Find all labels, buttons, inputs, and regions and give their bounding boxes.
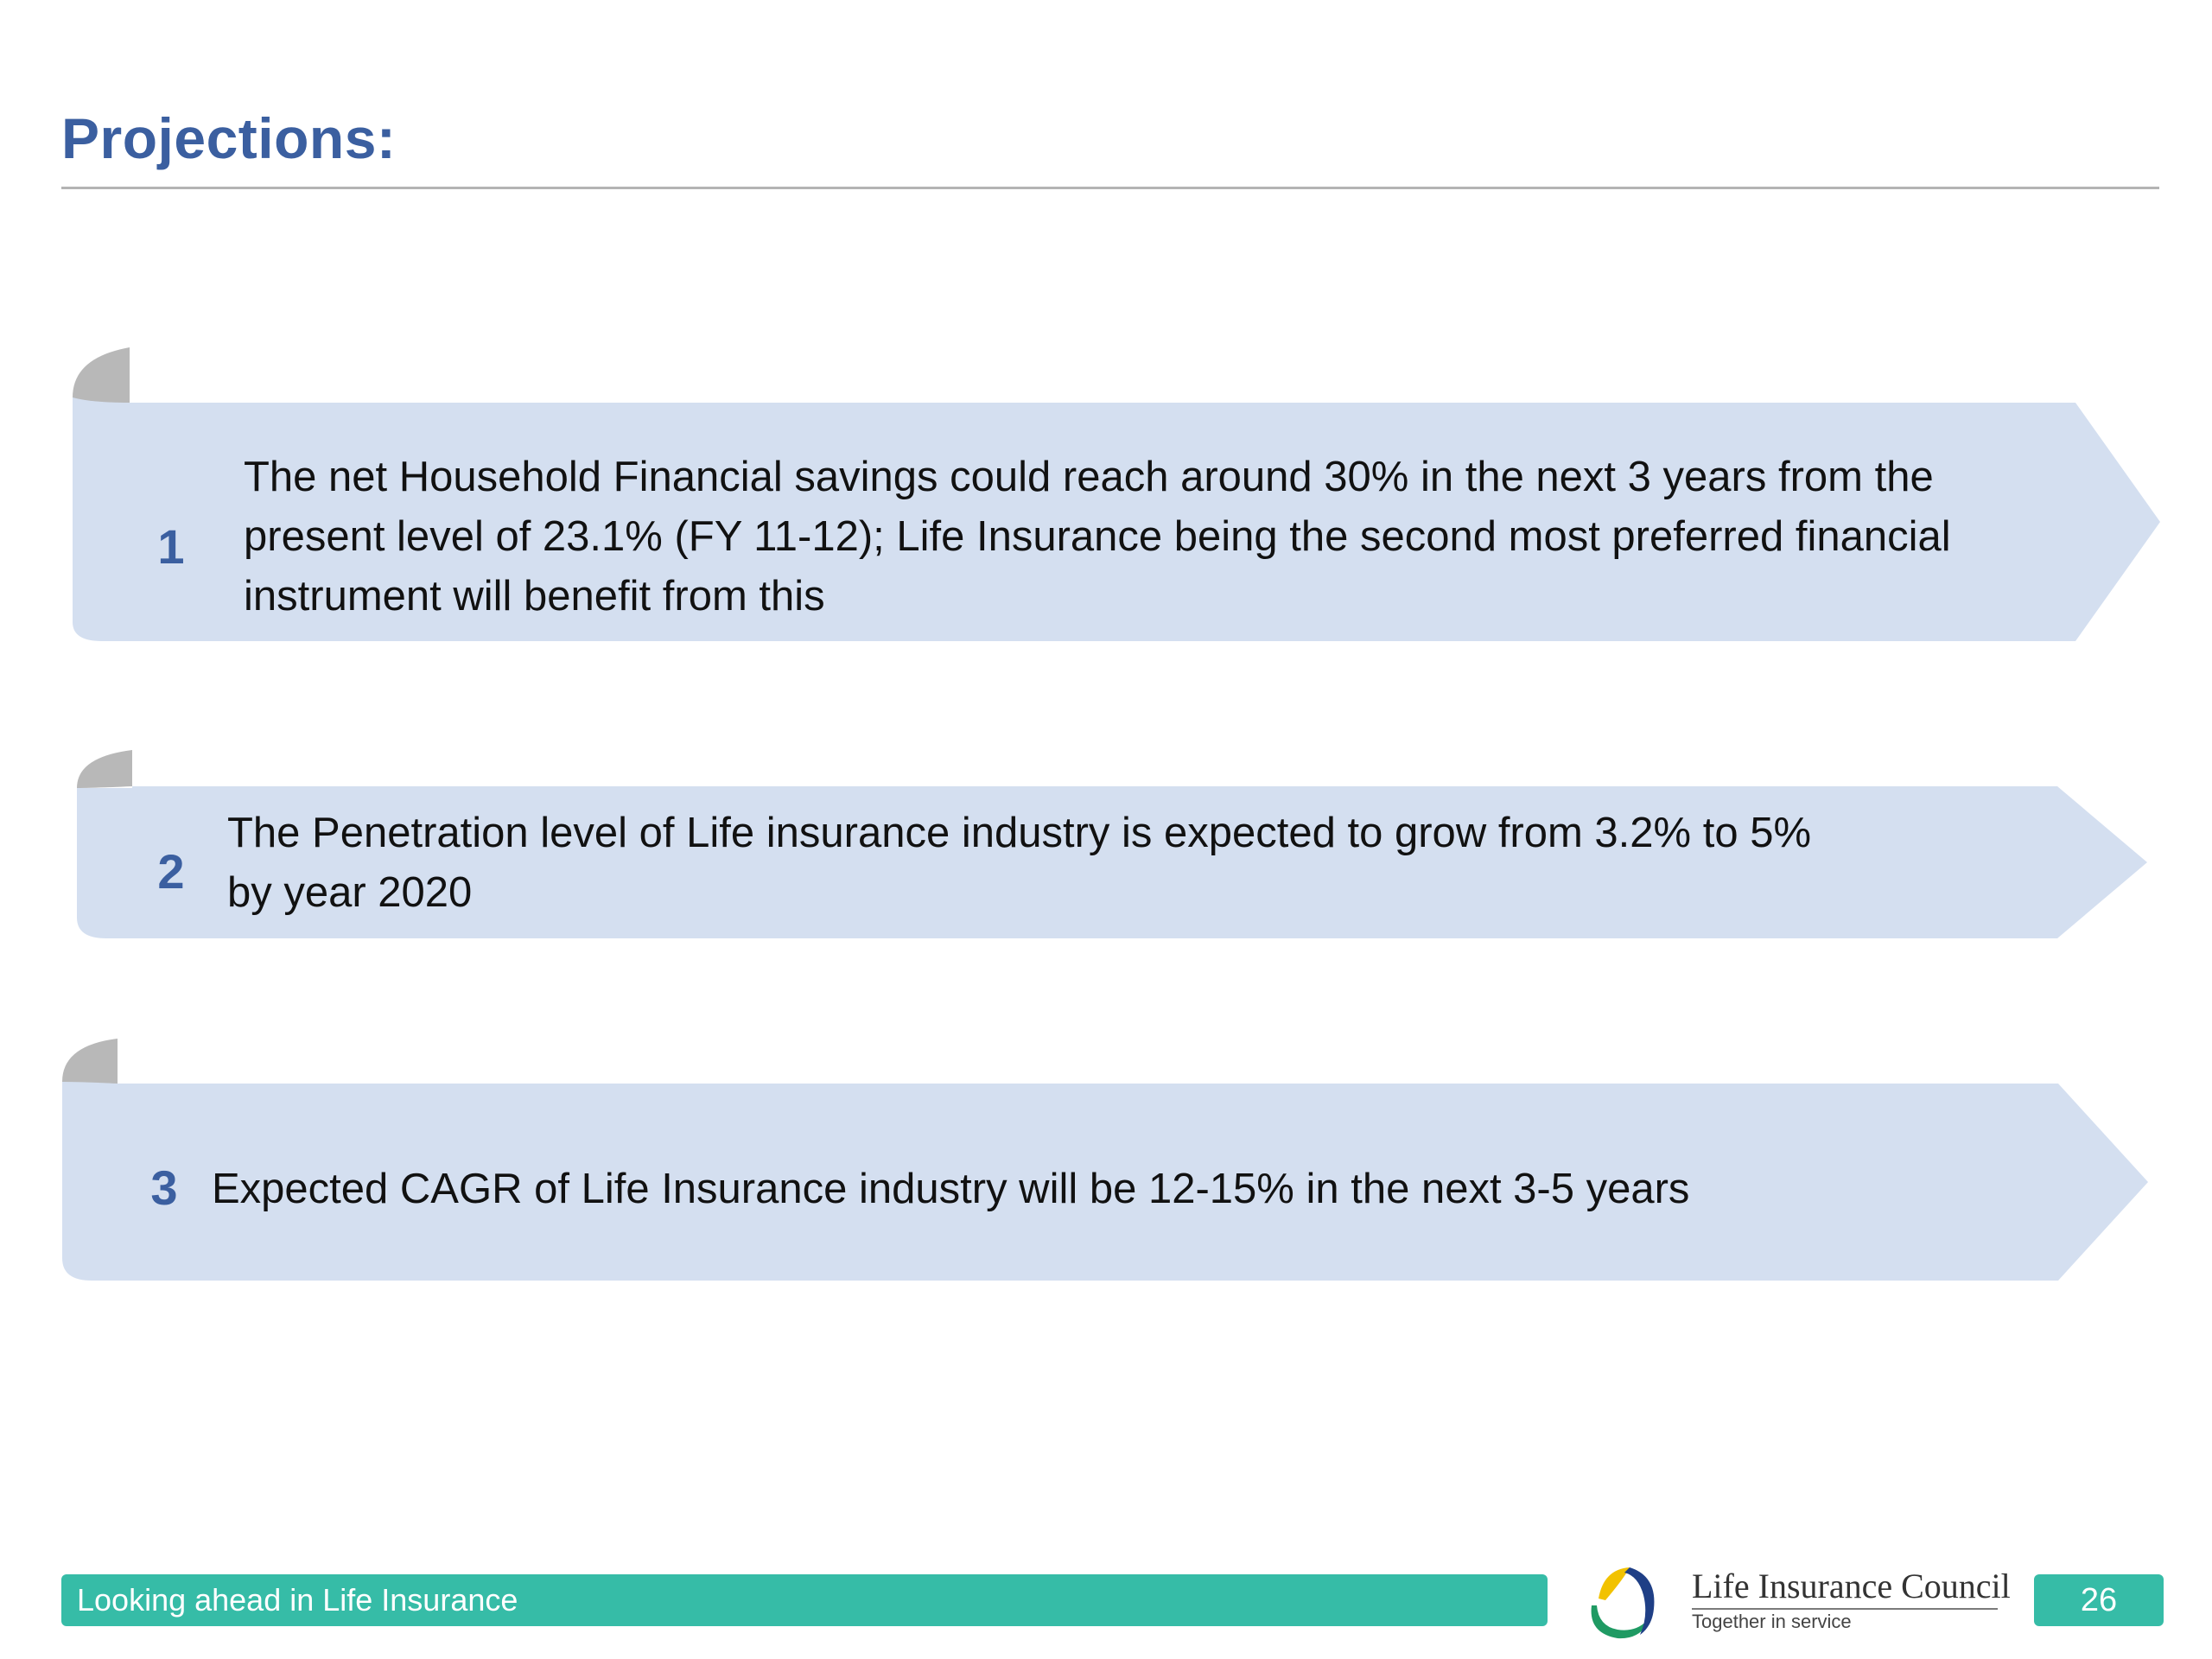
projection-number: 3	[150, 1160, 178, 1215]
projection-number: 1	[157, 519, 185, 574]
projection-banner-2: 2 The Penetration level of Life insuranc…	[77, 747, 2152, 954]
projection-banner-1: 1 The net Household Financial savings co…	[73, 344, 2164, 655]
slide-title: Projections:	[61, 106, 397, 170]
footer-caption-bar: Looking ahead in Life Insurance	[61, 1574, 1548, 1626]
projection-text-line: instrument will benefit from this	[244, 573, 825, 620]
projection-text-line: by year 2020	[227, 869, 473, 916]
title-divider	[61, 187, 2159, 189]
banner-3-arrow-shape	[62, 1039, 2148, 1281]
projection-number: 2	[157, 844, 185, 899]
projection-text-line: present level of 23.1% (FY 11-12); Life …	[244, 513, 1951, 560]
banner-2-arrow-shape	[77, 750, 2147, 938]
logo-tagline: Together in service	[1692, 1611, 1852, 1632]
footer-caption: Looking ahead in Life Insurance	[77, 1582, 518, 1618]
life-insurance-council-logo-icon	[1580, 1560, 1662, 1643]
projection-text-line: Expected CAGR of Life Insurance industry…	[212, 1166, 1690, 1212]
page-number: 26	[2080, 1582, 2118, 1618]
projection-text-line: The net Household Financial savings coul…	[244, 454, 1934, 500]
logo-divider	[1692, 1608, 1998, 1610]
projection-text-line: The Penetration level of Life insurance …	[227, 810, 1812, 856]
page-number-box: 26	[2034, 1574, 2164, 1626]
projection-banner-3: 3 Expected CAGR of Life Insurance indust…	[62, 1035, 2153, 1294]
logo-name: Life Insurance Council	[1692, 1567, 2011, 1605]
banner-1-arrow-shape	[73, 347, 2160, 641]
